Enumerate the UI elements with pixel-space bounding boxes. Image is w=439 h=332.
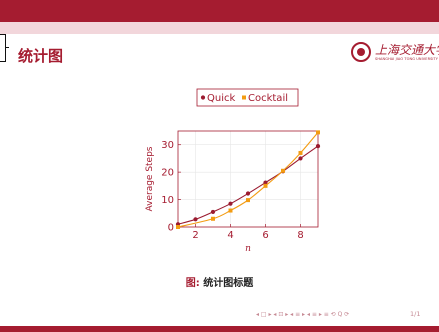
point-cocktail <box>176 225 180 229</box>
line-chart: 2 4 6 8 0 10 20 30 n Average Steps Quick Cocktail <box>145 88 321 254</box>
logo-text: 上海交通大学 <box>375 43 439 57</box>
point-quick <box>228 201 233 206</box>
legend-marker-quick <box>200 95 206 100</box>
legend-label-quick: Quick <box>207 93 235 104</box>
point-quick <box>210 209 216 215</box>
point-cocktail <box>316 130 320 135</box>
logo-subtext: SHANGHAI JIAO TONG UNIVERSITY <box>375 57 439 61</box>
figure-caption: 图: 统计图标题 <box>0 274 439 289</box>
header-bar <box>0 0 439 22</box>
point-cocktail <box>263 183 268 188</box>
plot-area <box>178 131 318 227</box>
point-quick <box>315 143 321 149</box>
beamer-navigation[interactable]: ◂ □ ▸ ◂ ⊡ ▸ ◂ ≡ ▸ ◂ ≡ ▸ ≡ ⟲ Q ⟳ <box>256 311 350 318</box>
frame-title: 统计图 <box>18 47 64 65</box>
legend-box <box>196 88 299 107</box>
point-cocktail <box>211 216 215 221</box>
y-axis-label: Average Steps <box>145 146 155 211</box>
point-quick <box>298 156 303 161</box>
seal-center <box>357 48 365 56</box>
x-axis-label: n <box>245 244 251 254</box>
y-tick-label: 20 <box>161 168 174 179</box>
caption-label: 图: <box>185 278 200 289</box>
y-tick-label: 10 <box>161 195 174 206</box>
x-tick-label: 4 <box>227 230 233 241</box>
bracket-tick <box>5 47 9 48</box>
x-tick-label: 6 <box>262 230 268 241</box>
caption-text: 统计图标题 <box>203 278 254 289</box>
legend-marker-cocktail <box>242 95 246 100</box>
legend-label-cocktail: Cocktail <box>248 93 288 104</box>
y-tick-label: 0 <box>168 223 174 234</box>
point-quick <box>193 217 198 222</box>
seal-icon <box>351 42 371 62</box>
y-tick-label: 30 <box>161 140 174 151</box>
university-logo: 上海交通大学 SHANGHAI JIAO TONG UNIVERSITY <box>351 41 439 71</box>
header-subbar <box>0 22 439 34</box>
point-quick <box>263 180 268 185</box>
point-cocktail <box>246 198 250 203</box>
point-quick <box>245 191 251 196</box>
x-tick-label: 8 <box>297 230 303 241</box>
point-cocktail <box>228 208 233 213</box>
footer-bar <box>0 326 439 332</box>
point-cocktail <box>281 168 285 173</box>
page-number: 1/1 <box>410 310 421 318</box>
x-tick-label: 2 <box>192 230 198 241</box>
bracket-mark <box>0 34 6 62</box>
axes-frame <box>177 130 319 228</box>
point-cocktail <box>298 150 303 155</box>
